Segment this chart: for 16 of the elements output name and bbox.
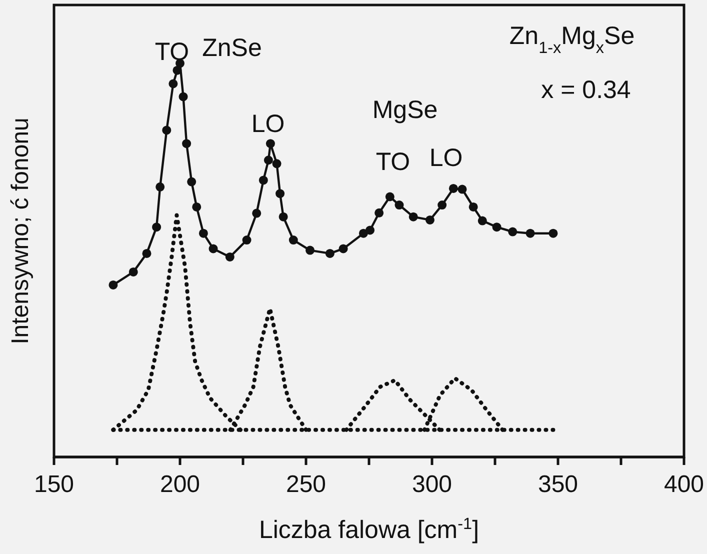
annotation: LO	[429, 144, 463, 172]
annotation: TO	[154, 38, 190, 66]
text: ZnSe	[202, 34, 262, 62]
x-tick-label: 250	[286, 471, 326, 498]
x-tick-label: 400	[664, 471, 704, 498]
x-tick-label: 200	[160, 471, 200, 498]
annotation: TO	[376, 148, 410, 176]
x-tick-label: 350	[538, 471, 578, 498]
annotation: x = 0.34	[541, 76, 631, 104]
x-tick-label: 300	[412, 471, 452, 498]
y-axis-title: Intensywno; ć fononu	[7, 118, 34, 344]
annotation: LO	[251, 110, 285, 138]
text: Zn$_{1-x}$Mg$_{x}$Se	[509, 22, 635, 57]
x-tick-label: 150	[34, 471, 74, 498]
x-axis-title: Liczba falowa [cm$^{-1}$]	[258, 515, 480, 544]
annotation: MgSe	[372, 96, 438, 124]
